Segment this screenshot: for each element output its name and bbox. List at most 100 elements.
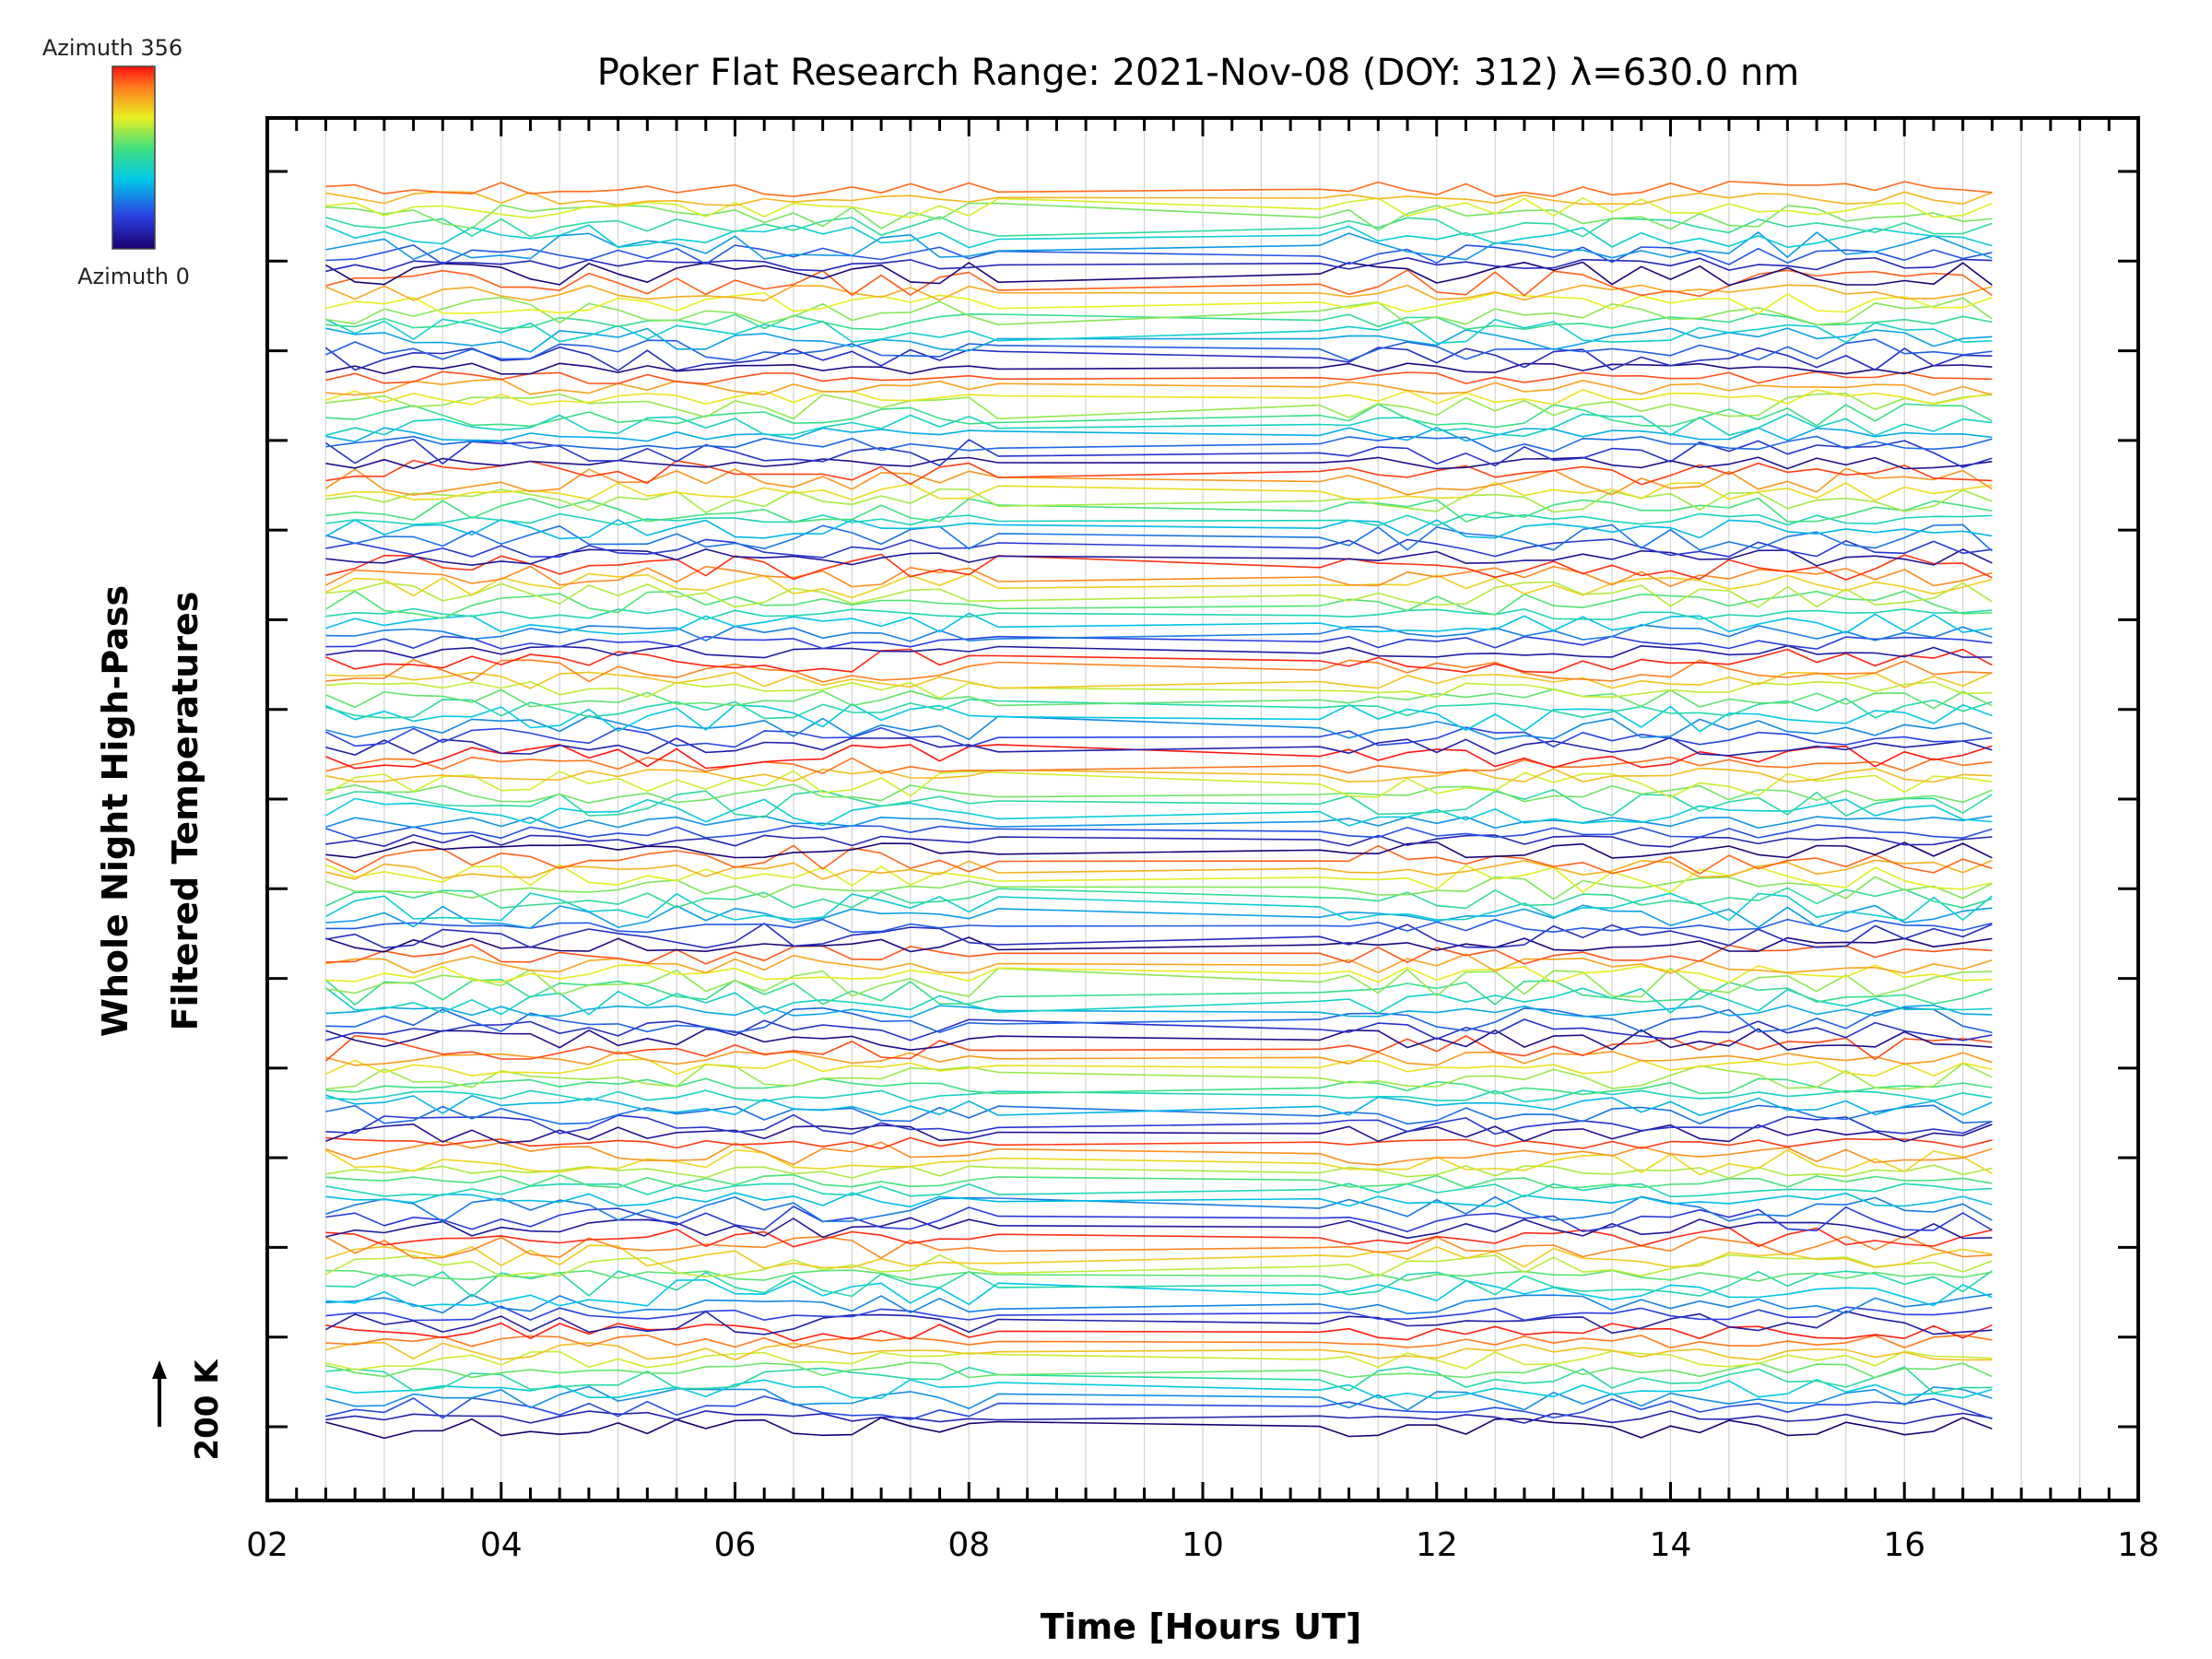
temperature-series-line: [325, 371, 1993, 385]
temperature-series-line: [325, 1366, 1993, 1394]
temperature-series-line: [325, 1361, 1993, 1379]
temperature-series-line: [325, 231, 1993, 261]
temperature-series-line: [325, 1113, 1993, 1135]
temperature-series-line: [325, 904, 1993, 929]
temperature-series-line: [325, 1235, 1993, 1259]
temperature-series-line: [325, 767, 1993, 783]
temperature-series-line: [325, 1217, 1993, 1240]
temperature-series-line: [325, 338, 1993, 362]
temperature-series-line: [325, 964, 1993, 983]
temperature-series-line: [325, 1018, 1993, 1041]
temperature-series-line: [325, 671, 1993, 689]
temperature-series-line: [325, 1410, 1993, 1425]
series-lines: [324, 181, 1993, 1440]
temperature-series-line: [325, 524, 1993, 552]
temperature-series-line: [325, 744, 1993, 770]
temperature-series-line: [325, 688, 1993, 710]
temperature-series-line: [325, 512, 1993, 527]
temperature-series-line: [325, 892, 1993, 922]
temperature-series-line: [325, 459, 1993, 486]
temperature-series-line: [325, 1305, 1993, 1322]
temperature-series-line: [325, 788, 1993, 818]
temperature-series-line: [325, 726, 1993, 748]
temperature-series-line: [324, 797, 1993, 827]
temperature-series-line: [325, 923, 1993, 949]
temperature-series-line: [325, 572, 1993, 599]
temperature-series-line: [325, 403, 1993, 429]
x-tick-label: 16: [1883, 1526, 1925, 1564]
temperature-series-line: [325, 1164, 1993, 1180]
temperature-series-line: [325, 1334, 1993, 1349]
temperature-series-line: [325, 1148, 1993, 1176]
temperature-series-line: [325, 1094, 1993, 1116]
temperature-series-line: [325, 1341, 1993, 1361]
temperature-series-line: [325, 698, 1993, 720]
temperature-series-line: [325, 1004, 1993, 1018]
scale-label: 200 K: [189, 1359, 226, 1461]
temperature-series-line: [325, 1244, 1993, 1269]
temperature-series-line: [325, 1293, 1993, 1314]
temperature-series-line: [325, 427, 1993, 442]
scale-arrow-icon: [152, 1360, 167, 1379]
temperature-series-line: [325, 876, 1993, 900]
temperature-series-line: [325, 224, 1993, 249]
temperature-series-line: [325, 936, 1993, 953]
temperature-series-line: [325, 1104, 1993, 1125]
temperature-series-line: [325, 389, 1993, 406]
temperature-series-line: [325, 953, 1993, 974]
temperature-series-line: [325, 456, 1993, 470]
temperature-series-line: [325, 581, 1993, 608]
temperature-series-line: [325, 736, 1993, 757]
temperature-series-line: [325, 244, 1993, 265]
temperature-series-line: [325, 1089, 1993, 1103]
temperature-series-line: [325, 435, 1993, 453]
temperature-series-line: [325, 393, 1993, 420]
temperature-series-line: [325, 756, 1993, 774]
temperature-series-line: [325, 648, 1993, 674]
temperature-series-line: [325, 481, 1993, 501]
temperature-series-line: [325, 296, 1993, 326]
temperature-series-line: [325, 607, 1993, 621]
y-axis-label-line1: Whole Night High-Pass: [95, 585, 135, 1037]
temperature-series-line: [325, 269, 1993, 298]
x-tick-labels: 02 04 06 08 10 12 14 16 18: [246, 1526, 2159, 1564]
temperature-series-line: [325, 967, 1993, 998]
temperature-series-line: [325, 538, 1993, 559]
temperature-series-line: [325, 518, 1993, 540]
temperature-series-line: [325, 216, 1993, 238]
temperature-series-line: [325, 834, 1993, 848]
temperature-series-line: [325, 362, 1993, 375]
temperature-series-line: [325, 824, 1993, 840]
temperature-series-line: [325, 256, 1993, 273]
x-tick-label: 10: [1182, 1526, 1224, 1564]
temperature-series-line: [325, 1058, 1993, 1077]
temperature-series-line: [325, 327, 1993, 353]
colorbar-bottom-label: Azimuth 0: [77, 264, 190, 289]
temperature-series-line: [325, 191, 1993, 206]
colorbar-top-label: Azimuth 356: [42, 35, 182, 61]
temperature-series-line: [325, 318, 1993, 345]
temperature-series-line: [325, 1173, 1993, 1189]
temperature-series-line: [324, 1034, 1993, 1062]
temperature-series-line: [325, 1279, 1993, 1308]
temperature-series-line: [325, 1311, 1993, 1335]
temperature-series-line: [325, 553, 1993, 581]
temperature-series-line: [325, 624, 1993, 642]
temperature-series-line: [325, 612, 1993, 635]
temperature-series-line: [325, 944, 1993, 965]
axis-ticks: [265, 118, 2140, 1500]
temperature-series-line: [325, 1385, 1993, 1411]
temperature-series-line: [325, 1322, 1993, 1342]
temperature-series-line: [325, 658, 1993, 683]
temperature-series-line: [325, 887, 1993, 910]
temperature-series-line: [325, 197, 1993, 219]
chart-title: Poker Flat Research Range: 2021-Nov-08 (…: [597, 52, 1800, 94]
temperature-series-line: [325, 1077, 1993, 1096]
temperature-series-line: [325, 1028, 1993, 1051]
y-axis-label-line2: Filtered Temperatures: [165, 592, 206, 1031]
temperature-series-line: [325, 815, 1993, 830]
x-tick-label: 18: [2117, 1526, 2159, 1564]
temperature-series-line: [325, 202, 1993, 231]
temperature-series-line: [325, 1350, 1993, 1371]
